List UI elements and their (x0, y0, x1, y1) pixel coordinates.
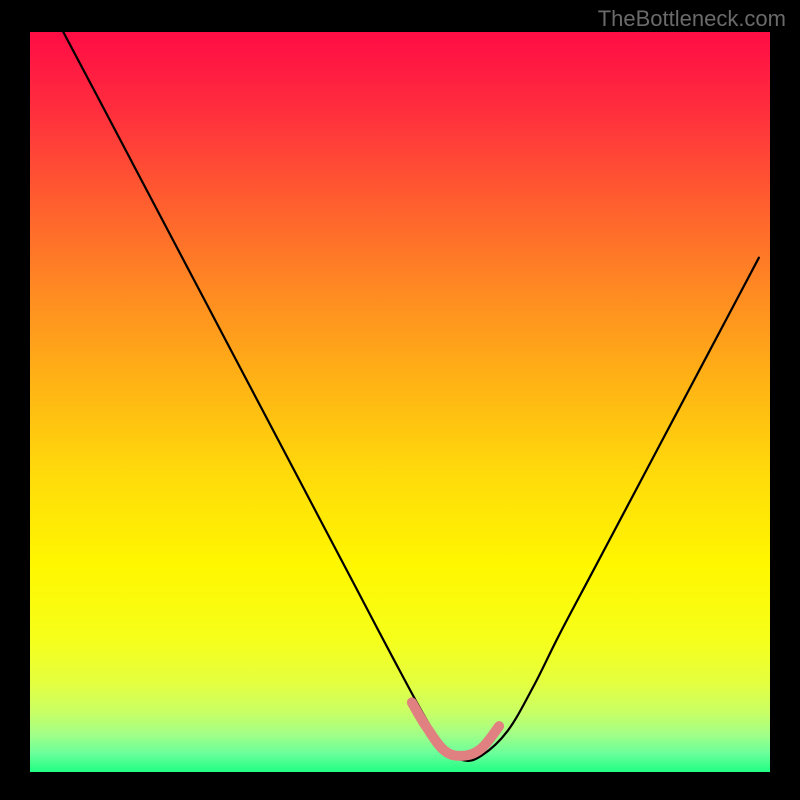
chart-svg (0, 0, 800, 800)
bottleneck-chart: TheBottleneck.com (0, 0, 800, 800)
watermark-text: TheBottleneck.com (598, 6, 786, 32)
